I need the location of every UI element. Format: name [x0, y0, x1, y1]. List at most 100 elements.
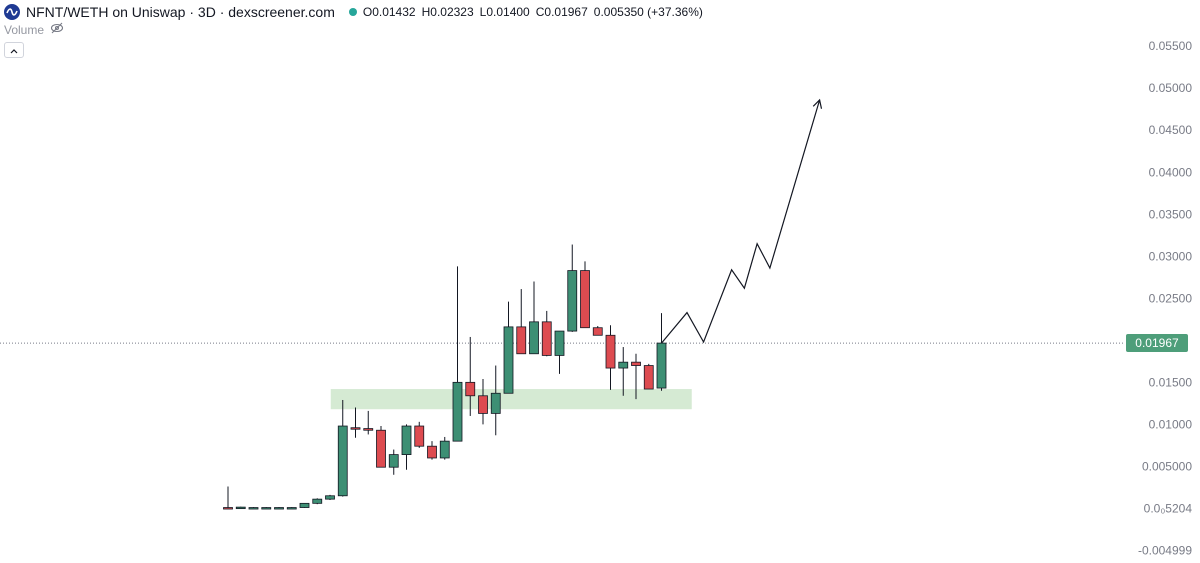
open-value: 0.01432	[372, 5, 416, 19]
volume-indicator[interactable]: Volume	[4, 22, 64, 37]
candle	[592, 326, 603, 336]
candle-body-up	[439, 440, 450, 459]
candle	[427, 441, 437, 460]
collapse-legend-button[interactable]	[4, 42, 24, 58]
candle-body-up	[490, 392, 501, 414]
high-label: H	[421, 5, 431, 19]
candle-body-up	[235, 506, 246, 510]
projection-arrow-head	[812, 98, 823, 109]
candle-body-up	[567, 270, 578, 332]
candle-body-up	[554, 330, 565, 356]
candle	[312, 498, 323, 505]
price-tick-label: 0.05000	[1149, 81, 1193, 95]
candle	[286, 507, 297, 510]
candle-body-down	[631, 361, 641, 366]
pair-title: NFNT/WETH on Uniswap · 3D · dexscreener.…	[26, 4, 335, 20]
candle-body-down	[592, 327, 603, 336]
candle-body-up	[452, 381, 463, 442]
candle	[580, 261, 590, 329]
candle	[388, 449, 399, 475]
candle	[325, 494, 335, 500]
candle-body-down	[605, 334, 616, 369]
candle-body-up	[248, 507, 259, 510]
support-zone	[330, 389, 692, 410]
eye-crossed-icon[interactable]	[50, 22, 64, 37]
volume-label: Volume	[4, 22, 45, 37]
candle	[631, 353, 641, 400]
market-status-dot	[348, 8, 357, 16]
price-tick-label: 0.03000	[1149, 249, 1193, 263]
candle	[414, 421, 425, 448]
price-tick-label: 0.0₀5204	[1144, 501, 1193, 515]
price-tick-label: 0.005000	[1142, 459, 1192, 473]
ohlc-values: O0.01432 H0.02323 L0.01400 C0.01967 0.00…	[363, 5, 703, 19]
candle	[439, 436, 450, 460]
candle-body-up	[261, 507, 272, 510]
candle	[643, 363, 654, 390]
low-value: 0.01400	[486, 5, 530, 19]
candle-body-up	[401, 425, 412, 456]
candle-body-up	[618, 361, 629, 369]
candle	[554, 330, 565, 374]
price-tick-label: 0.04500	[1149, 123, 1193, 137]
candle-body-up	[656, 342, 667, 389]
candle	[363, 410, 374, 435]
candle	[248, 507, 259, 510]
candle	[223, 486, 233, 510]
uniswap-logo-icon	[4, 4, 20, 20]
candle-body-up	[274, 507, 284, 510]
close-value: 0.01967	[544, 5, 588, 19]
candle	[401, 424, 412, 470]
price-tick-label: -0.004999	[1138, 543, 1192, 557]
chart-legend: NFNT/WETH on Uniswap · 3D · dexscreener.…	[4, 2, 703, 22]
price-tick-label: 0.04000	[1149, 165, 1193, 179]
candle-body-down	[516, 326, 527, 355]
candle-body-down	[350, 427, 361, 430]
candle-body-down	[427, 445, 437, 459]
candle	[478, 378, 488, 425]
candle	[235, 506, 246, 510]
candle-body-up	[388, 454, 399, 468]
candle	[529, 281, 539, 355]
candle	[567, 244, 578, 332]
candle-body-up	[529, 321, 539, 355]
candles-group	[223, 244, 667, 510]
projection-line	[661, 99, 821, 344]
candle	[376, 426, 386, 468]
candle	[465, 336, 476, 416]
candle-body-up	[337, 425, 348, 497]
candle-body-down	[465, 381, 476, 397]
candle	[350, 407, 361, 438]
candle-body-down	[580, 270, 590, 329]
candle	[490, 365, 501, 436]
candle	[541, 310, 552, 357]
candle	[299, 502, 310, 508]
chevron-up-icon	[9, 41, 19, 59]
price-tick-label: 0.01500	[1149, 375, 1193, 389]
price-tick-label: 0.05500	[1149, 39, 1193, 53]
candle	[656, 313, 667, 391]
last-price-tag: 0.01967	[1126, 334, 1188, 353]
candle-body-up	[286, 507, 297, 510]
price-tick-label: 0.01000	[1149, 417, 1193, 431]
candle-body-up	[312, 498, 323, 504]
open-label: O	[362, 5, 373, 19]
low-label: L	[479, 5, 487, 19]
candle-body-up	[299, 502, 310, 508]
close-label: C	[535, 5, 545, 19]
candle	[452, 266, 463, 442]
candle	[337, 399, 348, 497]
candle-body-down	[541, 321, 552, 356]
candle	[516, 289, 527, 355]
candle-body-down	[643, 365, 654, 390]
price-axis[interactable]: 0.05500 0.05000 0.04500 0.04000 0.03500 0.030…	[1138, 39, 1192, 557]
candle	[261, 507, 272, 510]
candle	[503, 301, 514, 394]
high-value: 0.02323	[430, 5, 474, 19]
candle-body-up	[325, 495, 335, 500]
candle-body-down	[478, 395, 488, 414]
change-value: 0.005350 (+37.36%)	[593, 5, 703, 19]
candle-body-down	[376, 429, 386, 468]
candle	[618, 347, 629, 396]
